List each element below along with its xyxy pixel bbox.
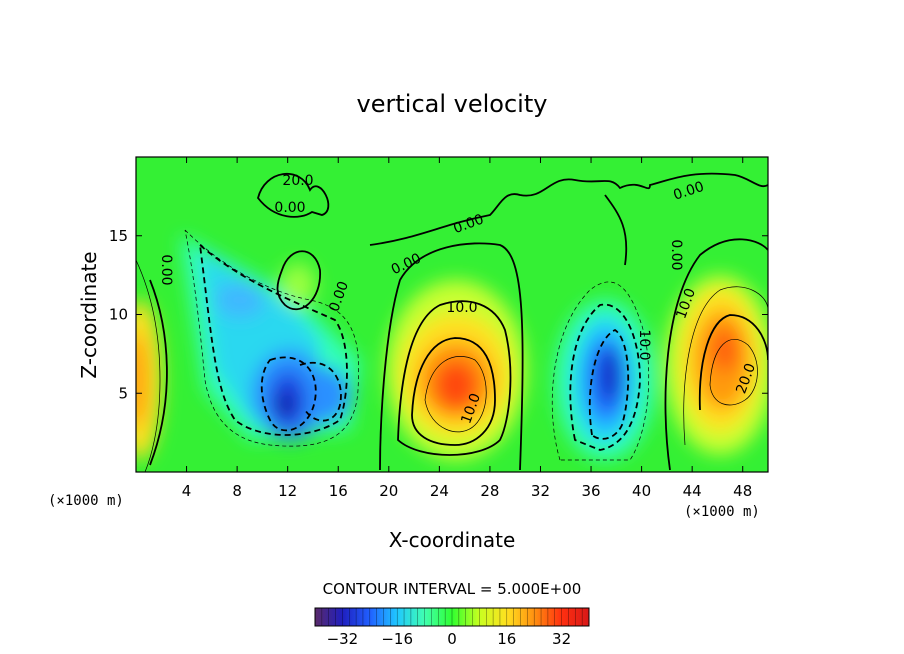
contour-line bbox=[604, 194, 628, 266]
contour-label: 10.0 bbox=[446, 300, 477, 316]
y-tick-label: 15 bbox=[109, 227, 128, 245]
contour-line bbox=[551, 281, 650, 461]
colorbar-tick-label: 16 bbox=[497, 630, 516, 648]
contour-line bbox=[683, 286, 768, 446]
x-tick-label: 28 bbox=[480, 482, 499, 500]
x-tick-label: 4 bbox=[182, 482, 192, 500]
contour-interval-text: CONTOUR INTERVAL = 5.000E+00 bbox=[323, 580, 582, 598]
contour-label: 0.00 bbox=[158, 254, 174, 285]
x-origin-unit: (×1000 m) bbox=[48, 493, 124, 509]
colorbar-tick-label: 32 bbox=[552, 630, 571, 648]
colorbar-tick-label: 0 bbox=[447, 630, 457, 648]
x-tick-label: 12 bbox=[278, 482, 297, 500]
contour-line bbox=[424, 356, 487, 433]
contour-line bbox=[709, 339, 758, 406]
x-tick-label: 32 bbox=[531, 482, 550, 500]
contour-label: 10.0 bbox=[636, 329, 652, 360]
plot-area bbox=[136, 157, 768, 472]
contour-line bbox=[664, 238, 768, 471]
contour-line bbox=[276, 250, 321, 311]
y-axis-label: Z-coordinate bbox=[77, 251, 101, 378]
contour-label: 0.00 bbox=[274, 200, 305, 216]
contour-line bbox=[369, 172, 768, 246]
contour-label: 20.0 bbox=[282, 173, 313, 189]
contour-line bbox=[149, 279, 168, 466]
contour-lines bbox=[136, 172, 768, 472]
x-tick-label: 20 bbox=[379, 482, 398, 500]
y-tick-label: 10 bbox=[109, 306, 128, 324]
x-axis-label: X-coordinate bbox=[389, 528, 516, 552]
x-tick-label: 16 bbox=[329, 482, 348, 500]
x-axis-unit: (×1000 m) bbox=[684, 504, 760, 520]
colorbar: −32 −16 0 16 32 bbox=[314, 607, 590, 648]
colorbar-tick-label: −32 bbox=[327, 630, 359, 648]
y-tick-label: 5 bbox=[118, 384, 128, 402]
contour-line bbox=[257, 173, 330, 218]
contour-line bbox=[299, 362, 342, 422]
contour-line bbox=[136, 259, 161, 472]
x-tick-label: 8 bbox=[232, 482, 242, 500]
y-axis: 5 10 15 bbox=[109, 227, 768, 402]
contour-line bbox=[397, 300, 512, 456]
contour-line bbox=[569, 303, 641, 451]
x-tick-label: 36 bbox=[581, 482, 600, 500]
contour-line bbox=[698, 314, 768, 411]
contour-line bbox=[260, 356, 317, 432]
x-tick-label: 44 bbox=[683, 482, 702, 500]
contour-label: 0.00 bbox=[668, 239, 684, 270]
contour-line bbox=[199, 244, 348, 436]
x-tick-label: 24 bbox=[430, 482, 449, 500]
chart-title: vertical velocity bbox=[357, 90, 548, 118]
contour-line bbox=[379, 242, 524, 471]
contour-line bbox=[588, 328, 630, 440]
x-tick-label: 48 bbox=[733, 482, 752, 500]
x-axis: 4 8 12 16 20 24 28 32 36 40 44 48 bbox=[182, 157, 752, 500]
colorbar-tick-label: −16 bbox=[381, 630, 413, 648]
contour-line bbox=[411, 337, 496, 446]
x-tick-label: 40 bbox=[632, 482, 651, 500]
contour-line bbox=[184, 229, 359, 447]
